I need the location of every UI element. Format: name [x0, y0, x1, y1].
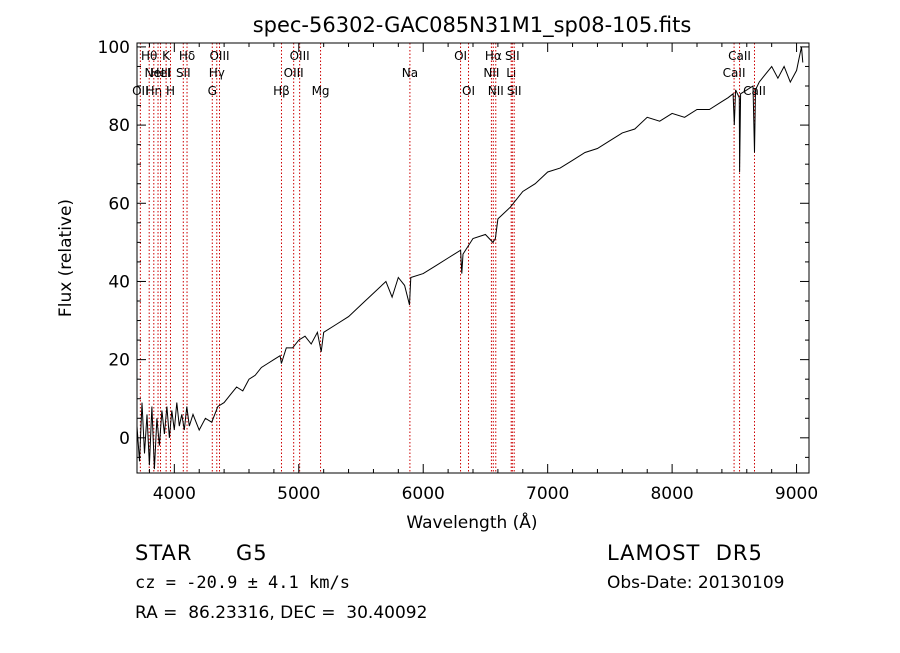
y-tick-label: 0	[119, 429, 130, 449]
spectral-line-label: CaII	[723, 66, 746, 80]
spectral-line-label: NeIII	[145, 66, 172, 80]
y-tick-label: 40	[108, 272, 130, 292]
spectral-line-label: CaII	[743, 84, 766, 98]
spectral-line-label: SII	[176, 66, 191, 80]
plot-frame	[136, 42, 810, 474]
survey-name: LAMOST DR5	[607, 541, 763, 565]
spectral-line-label: SII	[505, 49, 520, 63]
spectral-line-label: Hθ	[141, 49, 157, 63]
spectral-line-label: OII	[132, 84, 149, 98]
spectral-line-label: CaII	[728, 49, 751, 63]
redshift-velocity: cz = -20.9 ± 4.1 km/s	[135, 573, 350, 593]
spectral-line-label: Hδ	[179, 49, 195, 63]
x-tick-label: 6000	[402, 484, 445, 504]
spectral-line-label: NII	[483, 66, 499, 80]
y-tick-label: 80	[108, 116, 130, 136]
spectral-line-label: OIII	[290, 49, 310, 63]
ra-dec-coordinates: RA = 86.23316, DEC = 30.40092	[135, 603, 428, 623]
spectral-line-label: G	[208, 84, 217, 98]
spectral-line-label: Hη	[145, 84, 162, 98]
spectral-line-label: SII	[507, 84, 522, 98]
y-tick-label: 60	[108, 194, 130, 214]
object-subclass: G5	[236, 541, 268, 565]
spectral-line-label: Mg	[312, 84, 330, 98]
spectral-line-label: H	[166, 84, 175, 98]
axis-ticks: 4000 5000 6000 7000 8000 9000 0 20 40 60 80 100	[98, 38, 819, 504]
x-axis-label: Wavelength (Å)	[406, 511, 537, 533]
spectral-line-label: K	[162, 49, 171, 63]
spectral-line-label: Li	[506, 66, 516, 80]
observation-date: Obs-Date: 20130109	[607, 573, 785, 593]
y-tick-label: 20	[108, 351, 130, 371]
spectral-line-label: HeI	[151, 66, 171, 80]
spectral-line-label: Hγ	[209, 66, 225, 80]
chart-title: spec-56302-GAC085N31M1_sp08-105.fits	[253, 13, 692, 38]
plot-axes	[136, 42, 810, 474]
spectral-line-label: OIII	[284, 66, 304, 80]
x-tick-label: 4000	[153, 484, 196, 504]
spectral-line-label: OI	[454, 49, 467, 63]
x-tick-label: 5000	[277, 484, 320, 504]
x-tick-label: 7000	[526, 484, 569, 504]
x-tick-label: 9000	[775, 484, 818, 504]
object-class: STAR	[135, 541, 193, 565]
spectral-line-label: NII	[488, 84, 504, 98]
spectrum-line	[136, 46, 804, 470]
spectral-line-label: Hβ	[273, 84, 290, 98]
spectral-line-label: OIII	[209, 49, 229, 63]
spectrum-series	[136, 46, 804, 470]
y-axis-label: Flux (relative)	[56, 199, 76, 317]
spectral-line-label: OI	[462, 84, 475, 98]
x-tick-label: 8000	[650, 484, 693, 504]
y-tick-label: 100	[98, 38, 130, 58]
spectral-line-label: Na	[402, 66, 418, 80]
spectral-line-label: Hα	[485, 49, 502, 63]
